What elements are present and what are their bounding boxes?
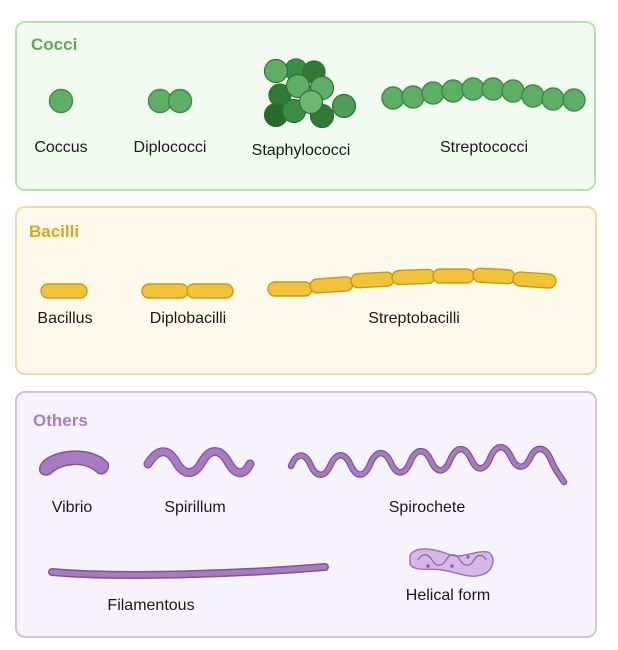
streptococci-label: Streptococci	[439, 139, 529, 156]
bacilli-title: Bacilli	[29, 222, 80, 241]
streptococci-icon	[381, 77, 586, 112]
staphylococci-icon	[263, 58, 357, 129]
streptobacilli-label: Streptobacilli	[368, 310, 460, 327]
vibrio-label: Vibrio	[51, 499, 93, 516]
bacillus-icon	[40, 283, 88, 299]
vibrio-icon	[38, 450, 110, 476]
spirochete-label: Spirochete	[388, 499, 466, 516]
helical-form-label: Helical form	[405, 587, 491, 604]
cocci-title: Cocci	[31, 35, 78, 54]
diplobacilli-label: Diplobacilli	[149, 310, 227, 327]
diplococci-label: Diplococci	[133, 139, 207, 156]
others-title: Others	[33, 411, 88, 430]
diplococci-icon	[147, 88, 193, 114]
filamentous-icon	[48, 563, 329, 579]
bacillus-label: Bacillus	[37, 310, 93, 327]
spirillum-label: Spirillum	[164, 499, 226, 516]
coccus-label: Coccus	[34, 139, 88, 156]
coccus-icon	[48, 88, 74, 114]
streptobacilli-icon	[267, 267, 557, 297]
diplobacilli-icon	[141, 283, 234, 299]
staphylococci-label: Staphylococci	[251, 142, 351, 159]
others-panel: Others	[15, 391, 597, 638]
helical-form-icon	[409, 548, 494, 577]
filamentous-label: Filamentous	[107, 597, 195, 614]
spirochete-icon	[287, 443, 568, 486]
bacilli-panel: Bacilli	[15, 206, 597, 375]
spirillum-icon	[143, 447, 255, 478]
